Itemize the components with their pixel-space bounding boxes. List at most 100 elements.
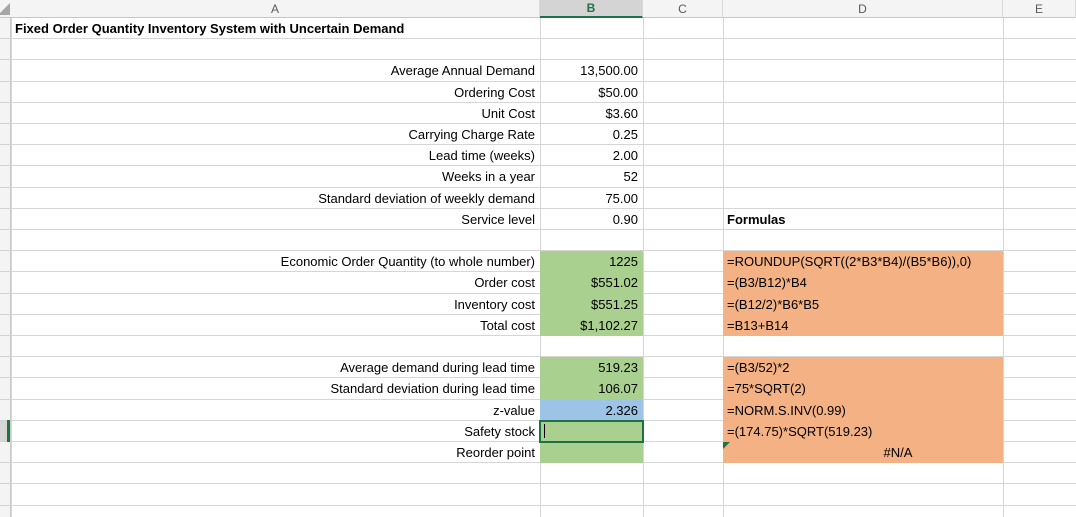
- column-header-D[interactable]: D: [723, 0, 1003, 18]
- gridline-horizontal: [11, 101, 1076, 103]
- cell-A19[interactable]: z-value: [493, 402, 535, 418]
- select-all-triangle-icon: [0, 3, 10, 15]
- cell-A21[interactable]: Reorder point: [456, 445, 535, 461]
- cell-B13[interactable]: $551.02: [540, 272, 643, 294]
- cell-B12[interactable]: 1225: [540, 251, 643, 273]
- error-indicator-icon: [723, 442, 730, 449]
- row-header[interactable]: [0, 463, 11, 485]
- cell-D12[interactable]: =ROUNDUP(SQRT((2*B3*B4)/(B5*B6)),0): [723, 251, 1003, 273]
- text-cursor: [544, 424, 545, 439]
- gridline-horizontal: [11, 144, 1076, 146]
- cell-B10[interactable]: 0.90: [612, 211, 638, 227]
- cell-A6[interactable]: Carrying Charge Rate: [408, 127, 535, 143]
- formula-text: =B13+B14: [727, 317, 789, 333]
- row-header[interactable]: [0, 166, 11, 188]
- cell-A3[interactable]: Average Annual Demand: [390, 63, 535, 79]
- gridline-horizontal: [11, 250, 1076, 252]
- cell-D19[interactable]: =NORM.S.INV(0.99): [723, 399, 1003, 421]
- row-header[interactable]: [0, 102, 11, 124]
- cell-A17[interactable]: Average demand during lead time: [340, 360, 535, 376]
- cell-B17[interactable]: 519.23: [540, 357, 643, 379]
- gridline-horizontal: [11, 186, 1076, 188]
- formula-text: =ROUNDUP(SQRT((2*B3*B4)/(B5*B6)),0): [727, 254, 972, 270]
- cell-D18[interactable]: =75*SQRT(2): [723, 378, 1003, 400]
- gridline-vertical: [11, 0, 12, 517]
- row-header[interactable]: [0, 272, 11, 294]
- cell-A15[interactable]: Total cost: [480, 317, 535, 333]
- row-header[interactable]: [0, 187, 11, 209]
- cell-A5[interactable]: Unit Cost: [481, 105, 535, 121]
- cell-A20[interactable]: Safety stock: [464, 423, 535, 439]
- row-header[interactable]: [0, 18, 11, 40]
- cell-B5[interactable]: $3.60: [605, 105, 638, 121]
- cell-B19[interactable]: 2.326: [540, 399, 643, 421]
- gridline-horizontal: [11, 356, 1076, 358]
- row-header[interactable]: [0, 145, 11, 167]
- cell-B20[interactable]: [539, 419, 644, 443]
- formula-text: =(B3/52)*2: [727, 360, 790, 376]
- column-header-E[interactable]: E: [1003, 0, 1076, 18]
- cell-D13[interactable]: =(B3/B12)*B4: [723, 272, 1003, 294]
- cell-D20[interactable]: =(174.75)*SQRT(519.23): [723, 420, 1003, 442]
- select-all-corner[interactable]: [0, 0, 11, 18]
- column-header-B[interactable]: B: [540, 0, 643, 18]
- cell-A18[interactable]: Standard deviation during lead time: [330, 381, 535, 397]
- cell-A14[interactable]: Inventory cost: [454, 296, 535, 312]
- cell-B21[interactable]: [540, 442, 643, 464]
- formula-text: =75*SQRT(2): [727, 381, 806, 397]
- cell-B6[interactable]: 0.25: [612, 127, 638, 143]
- cell-D10[interactable]: Formulas: [723, 209, 1003, 230]
- cell-D14[interactable]: =(B12/2)*B6*B5: [723, 293, 1003, 315]
- row-header[interactable]: [0, 39, 11, 61]
- cell-A10[interactable]: Service level: [461, 211, 535, 227]
- cell-B4[interactable]: $50.00: [598, 84, 638, 100]
- gridline-horizontal: [11, 229, 1076, 230]
- row-header[interactable]: [0, 208, 11, 230]
- cell-B3[interactable]: 13,500.00: [580, 63, 638, 79]
- gridline-horizontal: [11, 504, 1076, 506]
- gridline-horizontal: [11, 483, 1076, 485]
- cell-D15[interactable]: =B13+B14: [723, 314, 1003, 336]
- row-header[interactable]: [0, 442, 11, 464]
- error-value: #N/A: [883, 445, 913, 461]
- row-header[interactable]: [0, 419, 11, 442]
- row-header[interactable]: [0, 484, 11, 506]
- row-header[interactable]: [0, 230, 11, 252]
- row-header[interactable]: [0, 81, 11, 103]
- cell-B9[interactable]: 75.00: [605, 190, 638, 206]
- cell-D21[interactable]: #N/A: [723, 442, 1003, 464]
- gridline-horizontal: [11, 207, 1076, 209]
- active-row-indicator: [7, 419, 10, 442]
- cell-B7[interactable]: 2.00: [612, 148, 638, 164]
- row-header[interactable]: [0, 378, 11, 400]
- cell-A1[interactable]: Fixed Order Quantity Inventory System wi…: [15, 21, 405, 37]
- cell-A9[interactable]: Standard deviation of weekly demand: [318, 190, 535, 206]
- row-header[interactable]: [0, 399, 11, 421]
- row-header[interactable]: [0, 251, 11, 273]
- cell-B15[interactable]: $1,102.27: [540, 314, 643, 336]
- cell-B14[interactable]: $551.25: [540, 293, 643, 315]
- gridline-horizontal: [11, 123, 1076, 124]
- gridline-horizontal: [11, 59, 1076, 61]
- cell-B8[interactable]: 52: [623, 169, 638, 185]
- row-header[interactable]: [0, 336, 11, 358]
- column-header-C[interactable]: C: [643, 0, 723, 18]
- row-header[interactable]: [0, 314, 11, 336]
- row-header[interactable]: [0, 124, 11, 146]
- cell-A7[interactable]: Lead time (weeks): [428, 148, 535, 164]
- cell-A13[interactable]: Order cost: [474, 275, 535, 291]
- gridline-horizontal: [11, 80, 1076, 82]
- column-header-A[interactable]: A: [11, 0, 540, 18]
- cell-A8[interactable]: Weeks in a year: [442, 169, 535, 185]
- gridline-horizontal: [11, 165, 1076, 167]
- row-header[interactable]: [0, 293, 11, 315]
- cell-D17[interactable]: =(B3/52)*2: [723, 357, 1003, 379]
- row-header[interactable]: [0, 357, 11, 379]
- gridline-vertical: [1003, 18, 1004, 517]
- cell-A12[interactable]: Economic Order Quantity (to whole number…: [280, 254, 535, 270]
- cell-A4[interactable]: Ordering Cost: [454, 84, 535, 100]
- formula-text: =(B12/2)*B6*B5: [727, 296, 820, 312]
- row-header[interactable]: [0, 60, 11, 82]
- row-header[interactable]: [0, 505, 11, 517]
- cell-B18[interactable]: 106.07: [540, 378, 643, 400]
